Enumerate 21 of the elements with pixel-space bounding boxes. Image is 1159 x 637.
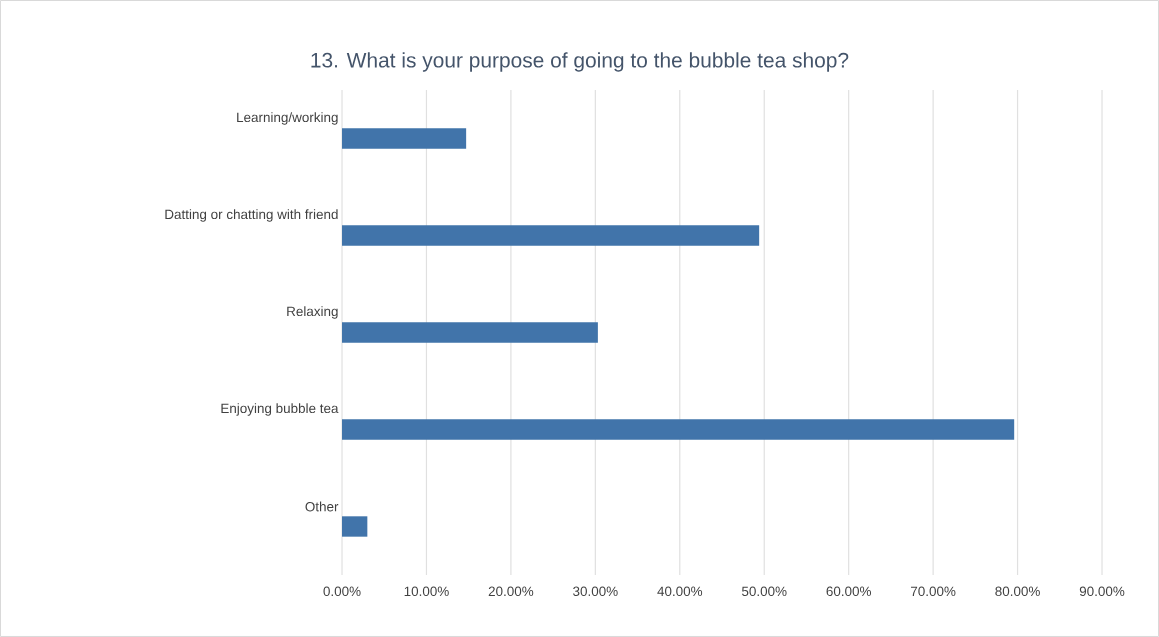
bar bbox=[342, 322, 598, 343]
x-tick-label: 80.00% bbox=[995, 586, 1040, 597]
bar bbox=[342, 516, 368, 537]
y-tick-label: Other bbox=[305, 501, 339, 512]
bar bbox=[342, 419, 1015, 440]
y-tick-label: Relaxing bbox=[287, 306, 338, 319]
y-tick-label: Learning/working bbox=[237, 112, 338, 125]
x-tick-label: 0.00% bbox=[323, 586, 361, 597]
bar bbox=[342, 128, 467, 149]
x-tick-label: 90.00% bbox=[1079, 586, 1125, 597]
bar bbox=[342, 225, 760, 246]
x-tick-label: 50.00% bbox=[741, 586, 787, 597]
y-tick-label: Datting or chatting with friend bbox=[165, 209, 338, 222]
x-tick-label: 30.00% bbox=[573, 586, 618, 597]
x-tick-label: 10.00% bbox=[404, 586, 449, 597]
x-tick-label: 60.00% bbox=[826, 586, 871, 597]
x-tick-label: 20.00% bbox=[488, 586, 534, 597]
y-tick-label: Enjoying bubble tea bbox=[221, 403, 339, 416]
chart-title: 13. What is your purpose of going to the bubble tea shop? bbox=[311, 52, 849, 72]
x-tick-label: 40.00% bbox=[657, 586, 703, 597]
x-tick-label: 70.00% bbox=[911, 586, 956, 597]
